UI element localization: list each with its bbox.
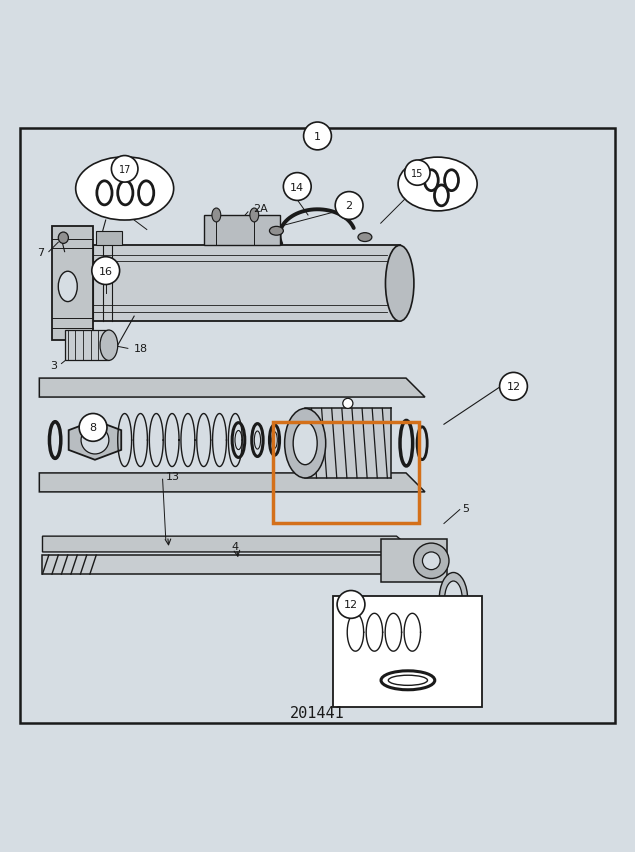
Ellipse shape xyxy=(434,186,448,206)
Text: 201441: 201441 xyxy=(290,705,345,720)
Ellipse shape xyxy=(439,573,467,626)
Text: 4: 4 xyxy=(232,541,239,551)
Ellipse shape xyxy=(424,170,438,192)
Ellipse shape xyxy=(284,409,326,479)
Ellipse shape xyxy=(293,423,318,465)
Text: 7: 7 xyxy=(37,247,44,257)
Ellipse shape xyxy=(212,209,221,222)
Text: 17: 17 xyxy=(119,164,131,175)
Ellipse shape xyxy=(385,246,414,322)
Circle shape xyxy=(81,427,109,454)
Circle shape xyxy=(92,257,119,285)
Bar xyxy=(204,216,279,246)
Text: 2A: 2A xyxy=(253,204,268,214)
Circle shape xyxy=(404,161,430,186)
Text: 3: 3 xyxy=(50,361,57,371)
Text: 1: 1 xyxy=(314,132,321,141)
Ellipse shape xyxy=(117,181,133,205)
Text: 5: 5 xyxy=(462,503,469,513)
Polygon shape xyxy=(39,474,425,492)
Circle shape xyxy=(79,414,107,442)
Bar xyxy=(381,539,447,583)
Polygon shape xyxy=(43,537,415,552)
Ellipse shape xyxy=(97,181,112,205)
Ellipse shape xyxy=(58,272,77,302)
Bar xyxy=(84,246,399,322)
Text: 8: 8 xyxy=(90,423,97,433)
Circle shape xyxy=(111,157,138,183)
Text: 18: 18 xyxy=(134,344,149,354)
Text: 12: 12 xyxy=(507,382,521,392)
Polygon shape xyxy=(39,378,425,398)
Text: 16: 16 xyxy=(98,267,112,276)
Bar xyxy=(65,331,109,361)
Polygon shape xyxy=(69,421,121,460)
Ellipse shape xyxy=(250,209,258,222)
Ellipse shape xyxy=(444,170,458,192)
Ellipse shape xyxy=(100,331,117,361)
Circle shape xyxy=(304,123,331,151)
Text: 14: 14 xyxy=(290,182,304,193)
Bar xyxy=(305,409,391,479)
Bar xyxy=(273,423,418,524)
Text: 15: 15 xyxy=(411,169,424,178)
Ellipse shape xyxy=(138,181,154,205)
Circle shape xyxy=(335,193,363,220)
Bar xyxy=(97,232,121,246)
Circle shape xyxy=(422,552,440,570)
Ellipse shape xyxy=(76,158,173,221)
Ellipse shape xyxy=(444,581,462,618)
Bar xyxy=(333,596,482,707)
Ellipse shape xyxy=(269,227,283,236)
Circle shape xyxy=(337,590,365,619)
Circle shape xyxy=(413,544,449,579)
Bar xyxy=(52,227,93,341)
Circle shape xyxy=(283,174,311,201)
Text: 13: 13 xyxy=(166,471,180,481)
Text: 12: 12 xyxy=(344,600,358,610)
Ellipse shape xyxy=(58,233,69,245)
Circle shape xyxy=(500,373,528,400)
Text: 2: 2 xyxy=(345,201,352,211)
Circle shape xyxy=(343,399,353,409)
Ellipse shape xyxy=(398,158,477,211)
Bar xyxy=(43,556,390,574)
Ellipse shape xyxy=(358,233,372,242)
